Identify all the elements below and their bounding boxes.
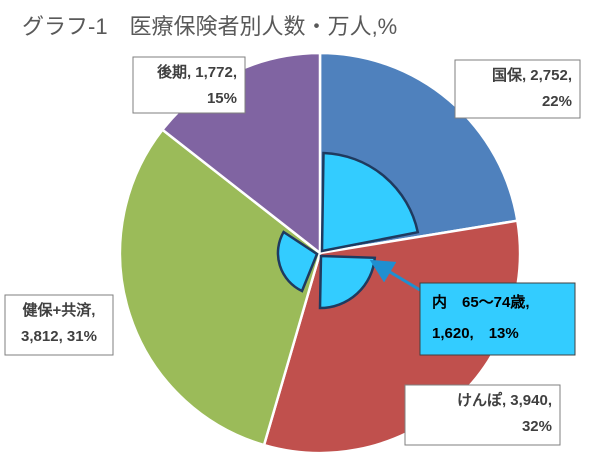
data-label: けんぽ, 3,940, bbox=[457, 391, 552, 409]
chart-title: グラフ-1 医療保険者別人数・万人,% bbox=[22, 14, 397, 39]
inset-wedge bbox=[276, 230, 319, 293]
label-box bbox=[404, 384, 561, 446]
data-label: 3,812, 31% bbox=[21, 328, 97, 345]
label-box bbox=[454, 59, 581, 119]
label-box bbox=[4, 294, 114, 356]
inset-wedge bbox=[320, 151, 420, 253]
data-label: 後期, 1,772, bbox=[156, 63, 237, 81]
data-label: 15% bbox=[207, 90, 237, 107]
label-box bbox=[132, 56, 246, 114]
data-label: 32% bbox=[522, 418, 552, 435]
annotation: 1,620, 13% bbox=[432, 325, 519, 342]
data-label: 国保, 2,752, bbox=[492, 66, 572, 84]
slice bbox=[118, 128, 322, 447]
annotation: 内 65～74歳, bbox=[432, 293, 530, 311]
arrow bbox=[369, 259, 421, 292]
data-label: 22% bbox=[542, 93, 572, 110]
data-label: 健保+共済, bbox=[23, 301, 96, 319]
annotation-box bbox=[419, 282, 576, 356]
